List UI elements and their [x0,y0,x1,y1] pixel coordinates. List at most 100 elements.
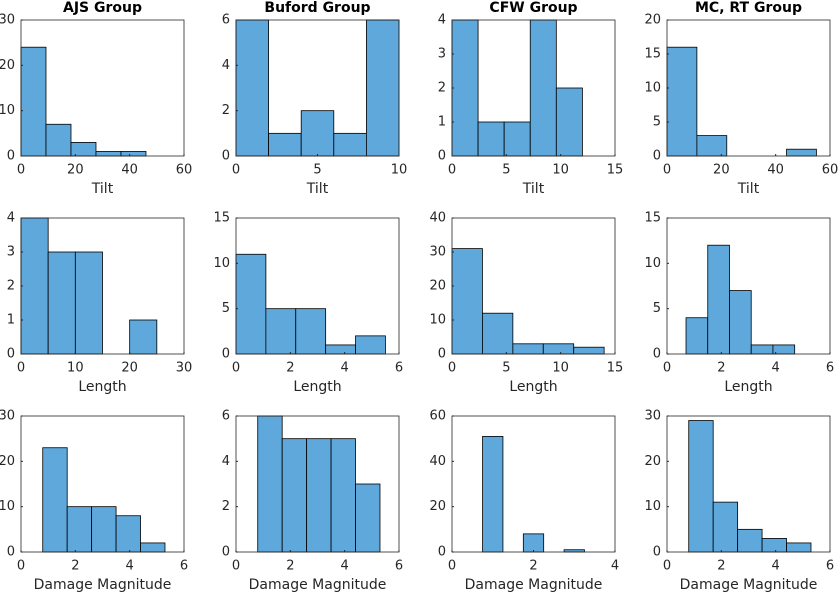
x-tick-label: 0 [448,559,456,574]
y-tick-label: 0 [653,347,661,362]
axes-box [235,217,400,355]
histogram-bar [115,515,141,553]
histogram-bar [761,538,787,553]
x-axis-label: Tilt [306,181,329,197]
x-tick-label: 10 [391,163,408,178]
x-tick-label: 15 [607,361,624,376]
y-tick-label: 4 [222,454,230,469]
y-tick-label: 5 [222,301,230,316]
x-tick-label: 0 [17,163,25,178]
histogram-bar [542,343,575,355]
axes-box [20,19,185,157]
histogram-bar [306,438,332,553]
histogram-bar [529,19,557,157]
x-axis-label: Damage Magnitude [249,577,387,593]
y-tick-label: 3 [438,47,446,62]
x-tick-label: 6 [180,559,188,574]
y-tick-label: 2 [222,103,230,118]
histogram-bar [45,123,72,157]
x-tick-label: 2 [529,559,537,574]
y-tick-label: 20 [429,499,446,514]
y-tick-label: 30 [429,245,446,260]
y-tick-label: 0 [438,149,446,164]
histogram-bar [300,110,335,157]
x-axis-label: Tilt [91,181,114,197]
x-tick-label: 6 [826,559,834,574]
histogram-bar [482,312,514,355]
y-tick-label: 6 [222,409,230,424]
histogram-bar [712,501,739,553]
y-tick-label: 30 [0,409,15,424]
y-tick-label: 20 [644,454,661,469]
y-tick-label: 2 [7,279,15,294]
histogram-bar [707,244,730,355]
histogram-bar [265,308,297,355]
y-tick-label: 0 [222,149,230,164]
histogram-bar [555,87,583,157]
histogram-bar [20,217,49,355]
chart-title: MC, RT Group [695,0,802,16]
histogram-bar [666,46,698,157]
x-tick-label: 40 [767,163,784,178]
axes-box [666,415,831,553]
x-tick-label: 5 [502,163,510,178]
y-tick-label: 0 [438,347,446,362]
x-tick-label: 30 [176,361,193,376]
y-tick-label: 15 [213,211,230,226]
x-axis-label: Tilt [737,181,760,197]
y-tick-label: 2 [222,499,230,514]
y-tick-label: 20 [429,279,446,294]
histogram-bar [696,135,728,157]
y-tick-label: 10 [213,256,230,271]
y-tick-label: 10 [0,103,15,118]
x-tick-label: 4 [772,361,780,376]
x-tick-label: 0 [17,361,25,376]
histogram-bar [235,253,267,355]
x-tick-label: 4 [772,559,780,574]
histogram-bar [268,132,302,157]
histogram-bar [20,46,47,157]
histogram-bar [737,528,763,553]
histogram-bar [281,438,308,553]
y-tick-label: 4 [7,211,15,226]
chart-title: Buford Group [264,0,370,16]
axes-background [452,416,615,552]
histogram-bar [129,319,158,355]
histogram-bar [573,346,605,355]
x-tick-label: 0 [448,361,456,376]
axes-box [235,415,400,553]
y-tick-label: 40 [429,454,446,469]
y-tick-label: 0 [222,545,230,560]
x-axis-label: Length [509,379,557,395]
y-tick-label: 15 [644,47,661,62]
histogram-bar [95,151,122,157]
x-tick-label: 4 [341,361,349,376]
x-tick-label: 6 [395,361,403,376]
x-tick-label: 0 [232,559,240,574]
y-tick-label: 1 [7,313,15,328]
histogram-bar [365,19,400,157]
axes-box [20,415,185,553]
x-axis-label: Damage Magnitude [34,577,172,593]
histogram-bar [235,19,269,157]
x-tick-label: 2 [71,559,79,574]
histogram-bar [70,141,97,157]
x-axis-label: Length [78,379,126,395]
x-tick-label: 60 [822,163,839,178]
histogram-bar [772,344,796,355]
y-tick-label: 40 [429,211,446,226]
histogram-bar [786,148,817,157]
histogram-bar [688,420,714,553]
x-tick-label: 0 [663,559,671,574]
histogram-bar [42,447,68,553]
x-tick-label: 2 [717,361,725,376]
x-tick-label: 4 [611,559,619,574]
y-tick-label: 15 [644,211,661,226]
histogram-bar [295,308,327,355]
histogram-bar [786,542,812,553]
y-tick-label: 30 [0,13,15,28]
histogram-bar [120,151,147,157]
x-tick-label: 60 [176,163,193,178]
x-tick-label: 2 [286,361,294,376]
